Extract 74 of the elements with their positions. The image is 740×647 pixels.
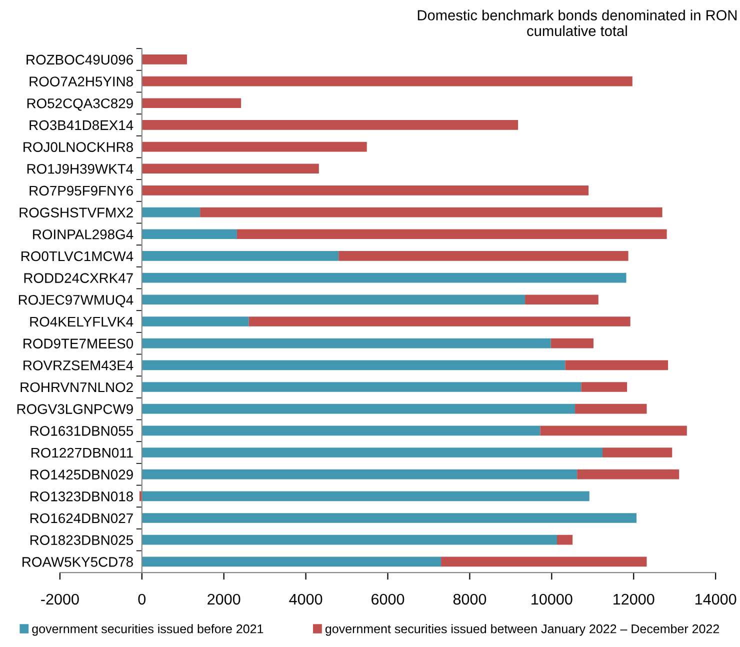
bar: [142, 54, 187, 64]
y-tick-label: RO1624DBN027: [30, 513, 133, 524]
bar: [142, 251, 339, 261]
bar: [338, 251, 628, 261]
bar: [142, 338, 551, 348]
bar: [142, 448, 602, 458]
y-tick-label: RO3B41D8EX14: [30, 120, 134, 130]
bar: [577, 469, 680, 480]
bar: [142, 426, 540, 436]
bar: [142, 120, 518, 130]
bar: [142, 404, 576, 414]
y-tick-label: RO7P95F9FNY6: [30, 186, 133, 196]
bar: [142, 229, 237, 240]
y-tick-label: ROD9TE7MEES0: [24, 338, 134, 348]
bar: [550, 338, 594, 348]
bar: [142, 186, 589, 196]
bar: [142, 272, 626, 283]
bar: [575, 404, 647, 414]
y-tick-label: RO52CQA3C829: [27, 98, 133, 111]
bar: [142, 207, 200, 218]
bar: [142, 382, 582, 392]
bar: [142, 164, 319, 174]
y-tick-label: ROAW5KY5CD78: [22, 557, 133, 567]
bar: [142, 76, 632, 86]
x-tick-label: 2000: [208, 594, 240, 605]
bar: [142, 360, 566, 370]
bar: [142, 294, 526, 305]
y-tick-label: RO1823DBN025: [30, 535, 133, 546]
bar: [142, 98, 242, 108]
y-tick-label: ROGV3LGNPCW9: [17, 404, 133, 414]
legend-label: government securities issued before 2021: [32, 624, 264, 636]
bar: [142, 491, 590, 502]
bar: [441, 556, 647, 567]
y-tick-label: RO0TLVC1MCW4: [22, 251, 134, 262]
x-tick-label: 6000: [372, 594, 404, 605]
legend-label: government securities issued between January 2022 – December 2022: [325, 624, 720, 636]
y-tick-label: ROZBOC49U096: [26, 54, 133, 65]
y-tick-label: ROHRVN7NLNO2: [20, 382, 133, 392]
y-tick-label: ROO7A2H5YIN8: [30, 76, 133, 86]
x-tick-label: 14000: [696, 594, 736, 605]
y-tick-label: RODD24CXRK47: [24, 273, 133, 283]
bar: [236, 229, 667, 240]
x-tick-label: 10000: [532, 594, 572, 605]
bar: [142, 513, 636, 523]
bar: [142, 556, 442, 567]
x-tick-label: 4000: [289, 594, 322, 605]
bar: [565, 360, 668, 370]
y-tick-label: ROVRZSEM43E4: [24, 360, 134, 370]
x-tick-label: 0: [138, 594, 146, 605]
bar: [248, 316, 630, 326]
x-tick-label: 8000: [453, 594, 486, 605]
y-tick-label: RO1323DBN018: [30, 492, 133, 502]
bar: [581, 382, 628, 392]
bar: [142, 534, 557, 545]
chart-title: Domestic benchmark bonds denominated in RON cumulative total: [418, 10, 737, 36]
y-tick-label: ROINPAL298G4: [33, 229, 134, 240]
y-tick-label: RO1J9H39WKT4: [27, 164, 134, 174]
y-tick-label: RO4KELYFLVK4: [30, 316, 134, 327]
bar: [200, 207, 662, 218]
x-tick-label: -2000: [41, 594, 79, 605]
bar: [142, 469, 578, 480]
bar: [602, 448, 672, 458]
x-tick-label: 12000: [614, 594, 654, 605]
y-tick-label: ROJ0LNOCKHR8: [24, 142, 133, 152]
y-tick-label: ROGSHSTVFMX2: [20, 208, 133, 218]
bar: [525, 294, 598, 305]
y-tick-label: RO1227DBN011: [32, 448, 133, 458]
y-tick-label: ROJEC97WMUQ4: [18, 294, 134, 308]
bar: [540, 426, 687, 436]
bar: [142, 142, 367, 152]
bar: [142, 316, 249, 326]
bar: [556, 534, 573, 545]
y-tick-label: RO1631DBN055: [30, 426, 133, 436]
y-tick-label: RO1425DBN029: [30, 470, 133, 480]
